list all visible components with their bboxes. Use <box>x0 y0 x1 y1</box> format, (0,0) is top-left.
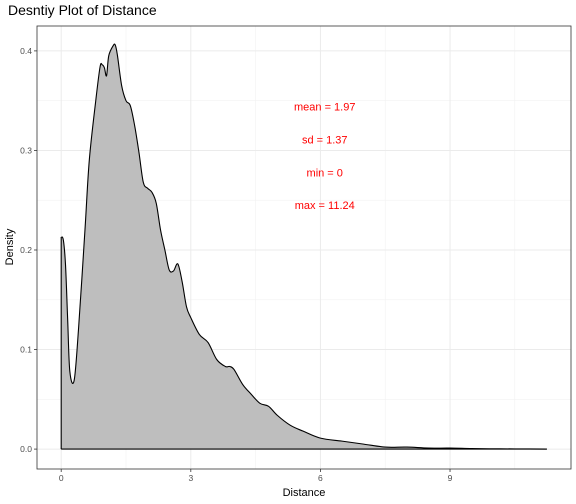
annotation-label: min = 0 <box>307 167 343 179</box>
x-tick-label: 0 <box>59 473 64 483</box>
y-tick-label: 0.2 <box>20 245 32 255</box>
x-tick-label: 6 <box>318 473 323 483</box>
x-tick-label: 9 <box>448 473 453 483</box>
y-tick-label: 0.0 <box>20 444 32 454</box>
annotation-label: max = 11.24 <box>295 200 355 212</box>
density-line <box>60 43 547 450</box>
density-area <box>61 44 547 450</box>
y-tick-label: 0.4 <box>20 46 32 56</box>
x-tick-label: 3 <box>188 473 193 483</box>
x-axis: 0 3 6 9 <box>59 469 453 483</box>
x-axis-title: Distance <box>283 487 326 499</box>
y-axis-title: Density <box>4 228 16 265</box>
density-series <box>60 43 547 450</box>
annotation-label: mean = 1.97 <box>294 102 355 114</box>
summary-annotations: mean = 1.97 sd = 1.37 min = 0 max = 11.24 <box>294 102 355 213</box>
annotation-label: sd = 1.37 <box>302 134 348 146</box>
panel-border <box>36 25 572 470</box>
y-tick-label: 0.1 <box>20 345 32 355</box>
y-tick-label: 0.3 <box>20 145 32 155</box>
chart-title: Desntiy Plot of Distance <box>8 2 157 18</box>
y-axis: 0.0 0.1 0.2 0.3 0.4 <box>20 46 37 454</box>
